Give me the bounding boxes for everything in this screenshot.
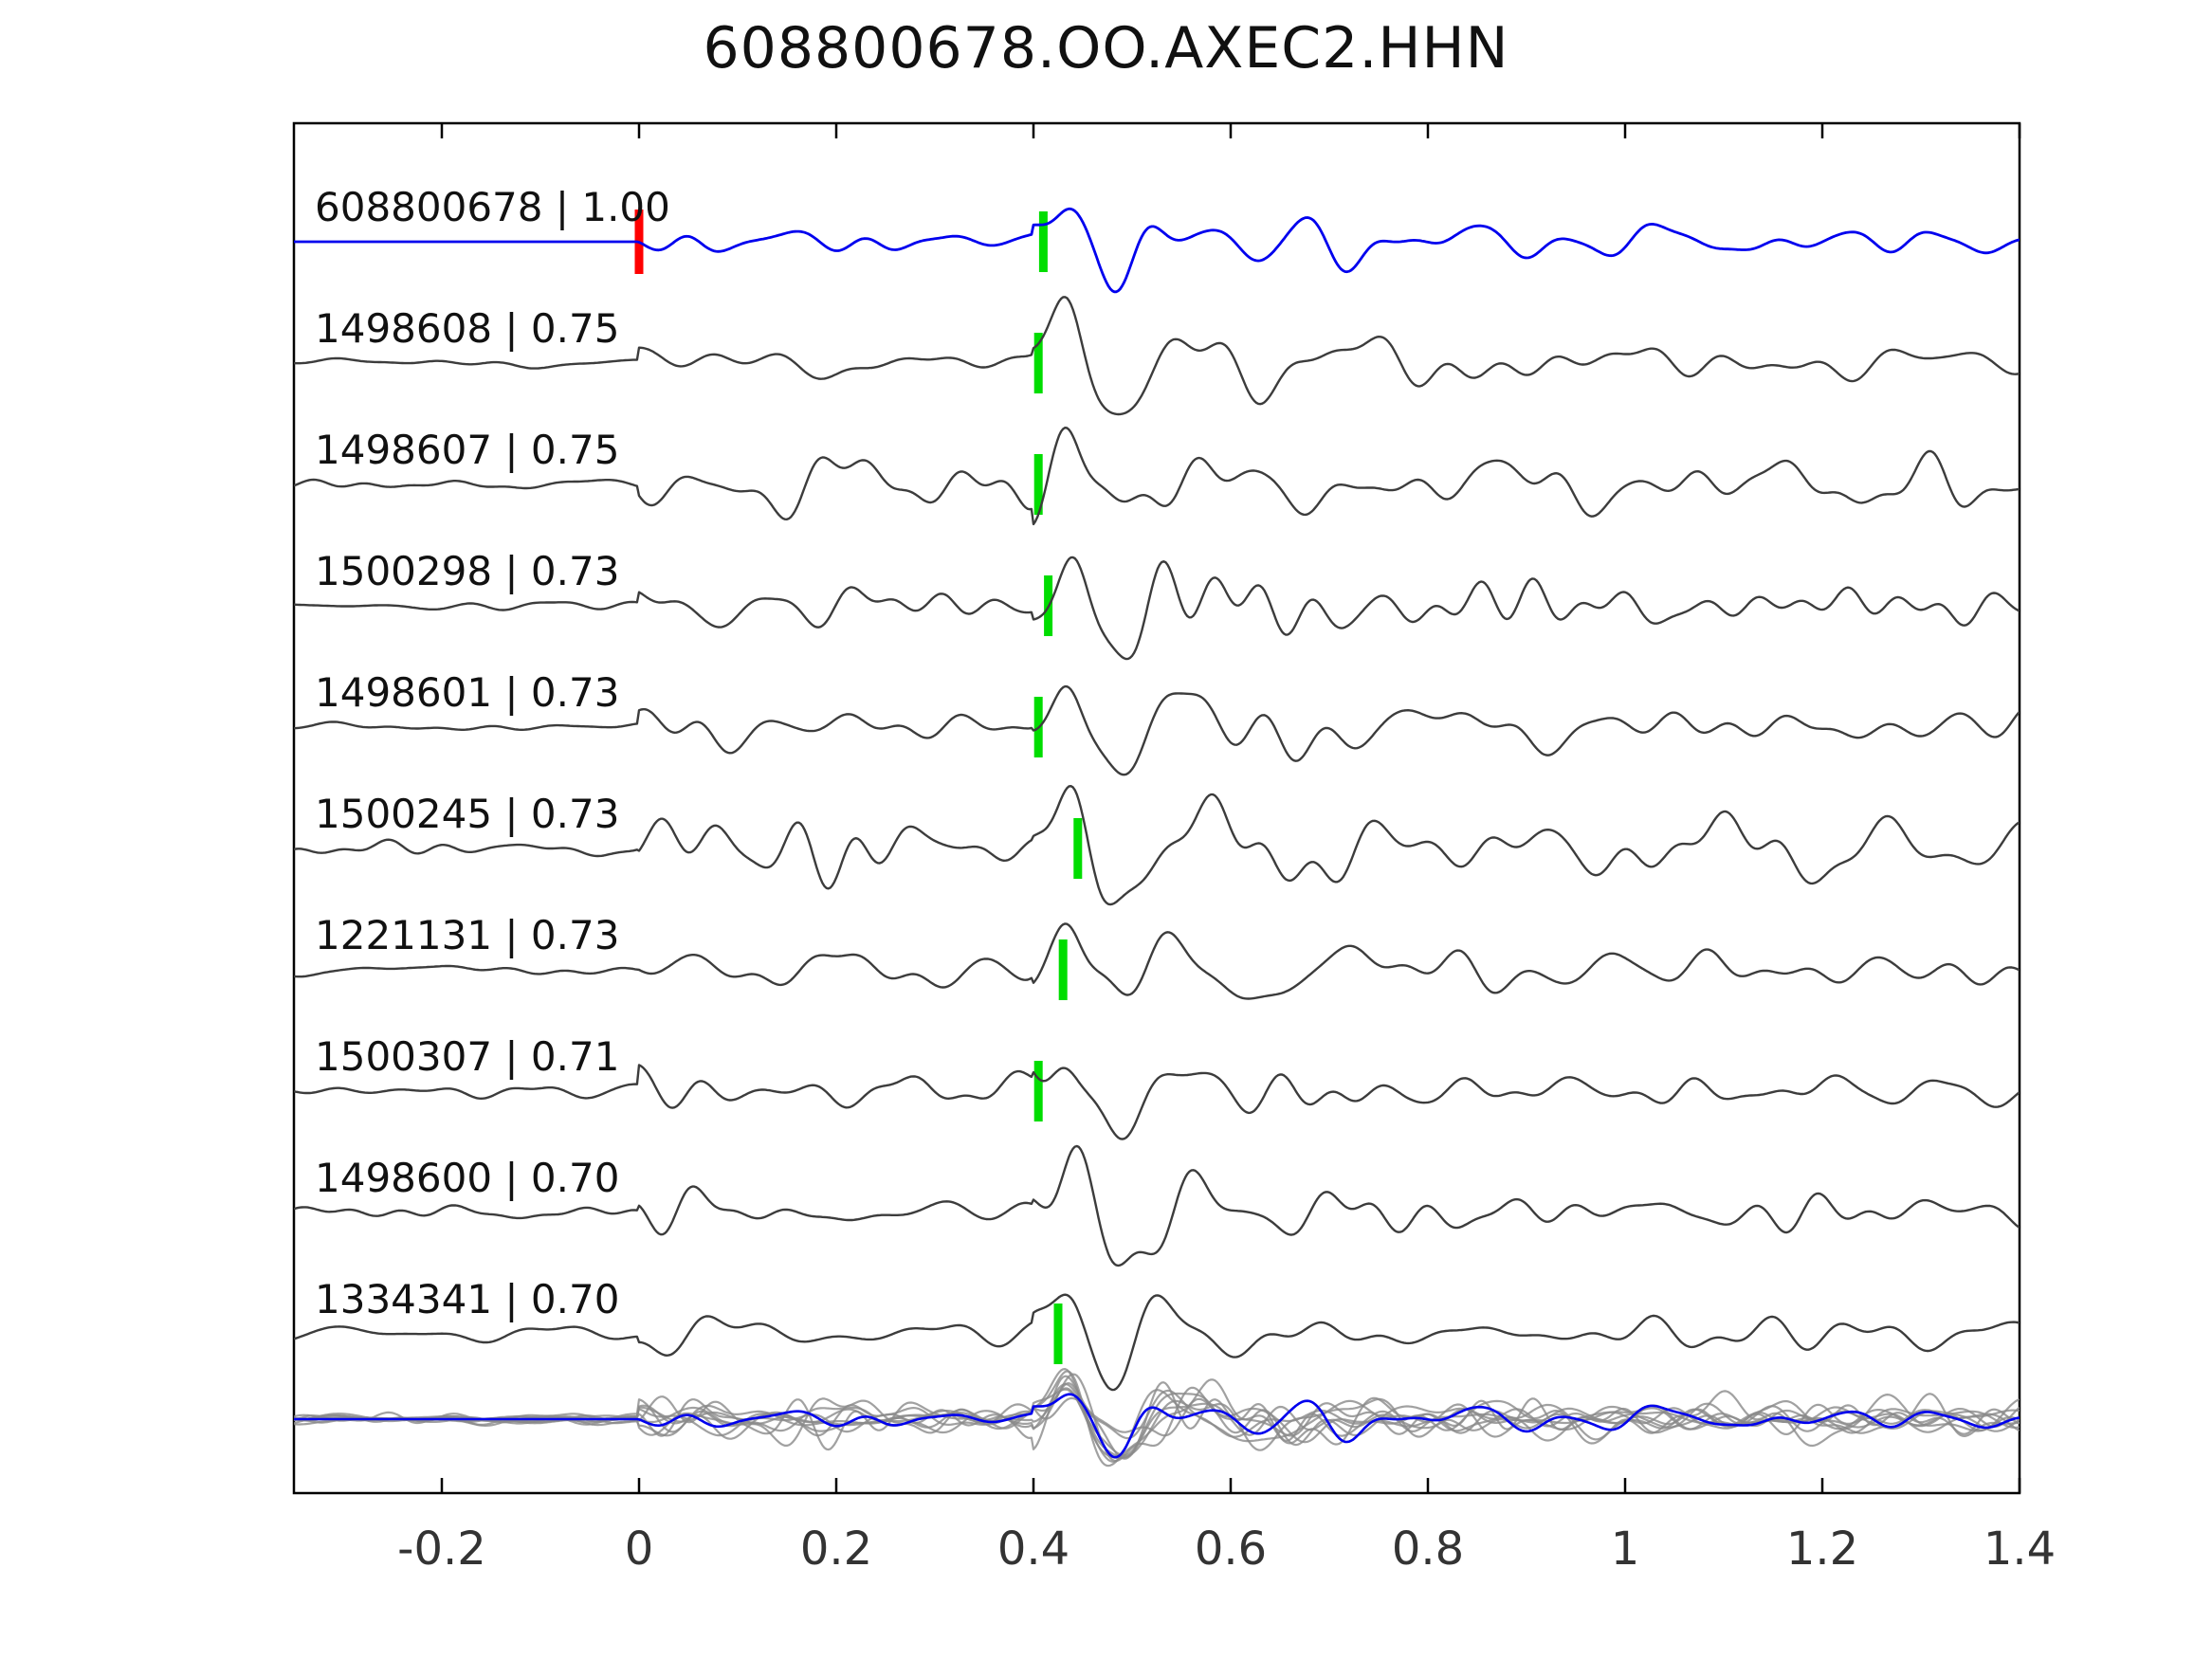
trace-waveform-1334341 <box>294 1293 2020 1392</box>
trace-label-608800678: 608800678 | 1.00 <box>315 184 670 230</box>
trace-label-1500298: 1500298 | 0.73 <box>315 548 619 594</box>
trace-waveform-1500245 <box>294 785 2020 906</box>
x-axis-tick-label: 1 <box>1611 1522 1640 1576</box>
trace-label-1498607: 1498607 | 0.75 <box>315 427 619 473</box>
pick-marker-608800678 <box>1038 211 1048 272</box>
trace-waveform-1498607 <box>294 427 2020 526</box>
x-axis-tick-label: 0.6 <box>1195 1522 1267 1576</box>
trace-label-1500307: 1500307 | 0.71 <box>315 1033 619 1080</box>
trace-waveform-1500298 <box>294 556 2020 661</box>
overlay-trace-1498600 <box>294 1373 2020 1463</box>
trace-label-1500245: 1500245 | 0.73 <box>315 791 619 837</box>
x-axis-tick-label: 0.4 <box>997 1522 1069 1576</box>
pick-marker-1500245 <box>1073 818 1083 879</box>
trace-waveform-608800678 <box>294 207 2020 294</box>
x-axis-tick-label: 0 <box>625 1522 654 1576</box>
overlay-trace-1221131 <box>294 1382 2020 1443</box>
x-axis-tick-label: -0.2 <box>397 1522 486 1576</box>
trace-waveform-1498600 <box>294 1144 2020 1267</box>
pick-marker-1221131 <box>1058 939 1068 1000</box>
trace-label-1498600: 1498600 | 0.70 <box>315 1155 619 1201</box>
trace-label-1221131: 1221131 | 0.73 <box>315 912 619 958</box>
plot-frame <box>292 121 2021 1495</box>
pick-marker-1498608 <box>1033 333 1043 393</box>
figure-title: 608800678.OO.AXEC2.HHN <box>703 15 1509 82</box>
trace-label-1498601: 1498601 | 0.73 <box>315 669 619 716</box>
pick-marker-1498607 <box>1033 454 1043 515</box>
x-axis-tick-label: 0.2 <box>800 1522 872 1576</box>
pick-marker-1500307 <box>1033 1061 1043 1121</box>
x-axis-tick-label: 0.8 <box>1392 1522 1464 1576</box>
x-axis-tick-label: 1.2 <box>1786 1522 1858 1576</box>
trace-waveform-1498601 <box>294 684 2020 776</box>
trace-label-1334341: 1334341 | 0.70 <box>315 1276 619 1322</box>
trace-waveform-1498608 <box>294 296 2020 416</box>
pick-marker-1334341 <box>1053 1304 1063 1364</box>
trace-label-1498608: 1498608 | 0.75 <box>315 305 619 352</box>
overlay-template-trace <box>294 1393 2020 1459</box>
x-axis-tick-label: 1.4 <box>1983 1522 2056 1576</box>
trace-waveform-1500307 <box>294 1064 2020 1140</box>
trace-waveform-1221131 <box>294 922 2020 1000</box>
